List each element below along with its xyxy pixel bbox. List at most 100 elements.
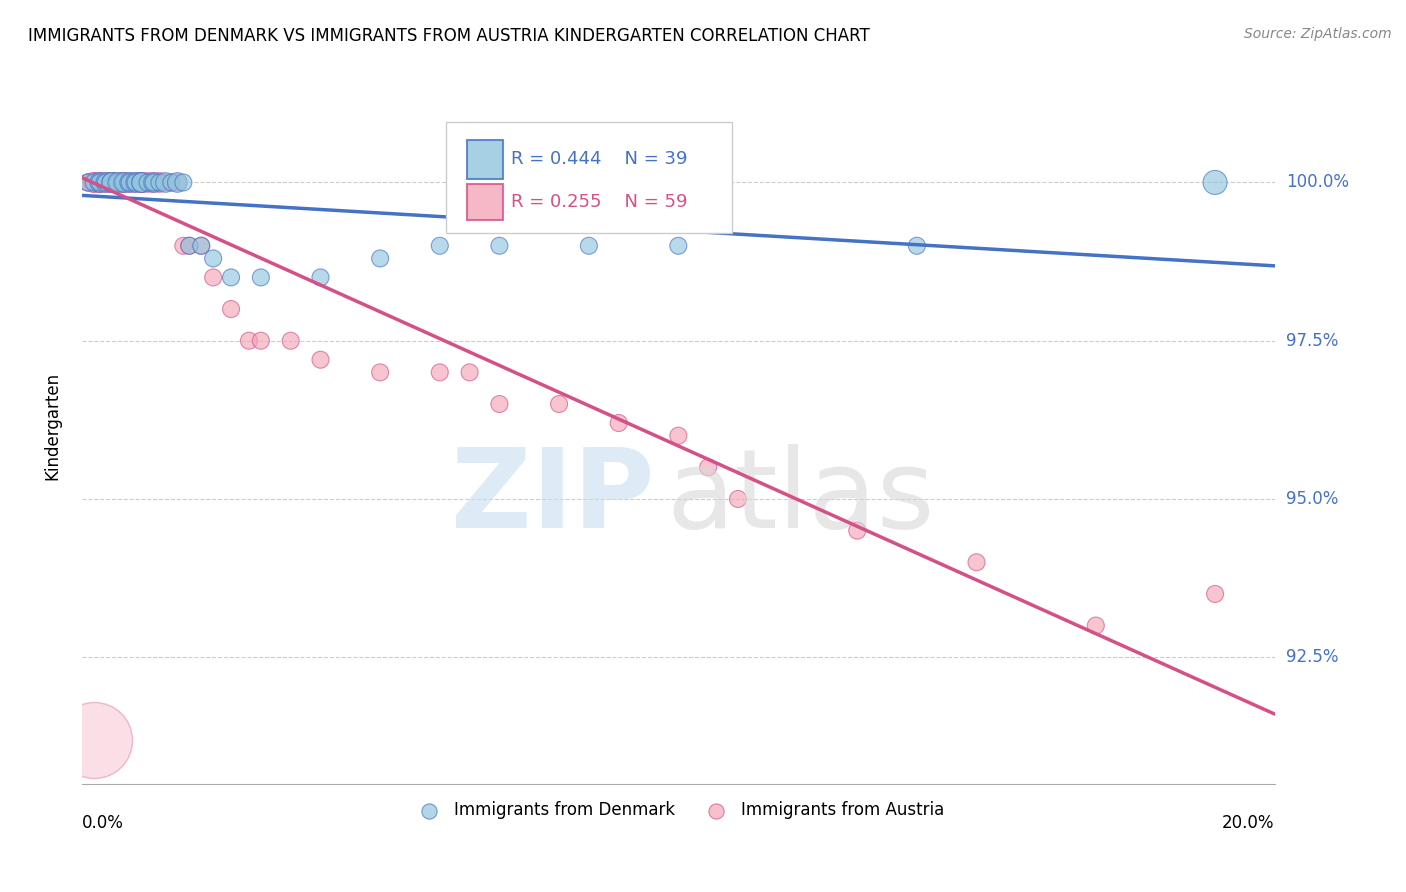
Point	[905, 239, 928, 253]
Point	[83, 176, 105, 190]
Point	[142, 176, 165, 190]
Point	[131, 176, 153, 190]
Point	[107, 176, 129, 190]
Legend: Immigrants from Denmark, Immigrants from Austria: Immigrants from Denmark, Immigrants from…	[405, 794, 952, 826]
Point	[727, 491, 749, 506]
Point	[607, 416, 630, 430]
Point	[118, 176, 141, 190]
Point	[77, 176, 100, 190]
Text: IMMIGRANTS FROM DENMARK VS IMMIGRANTS FROM AUSTRIA KINDERGARTEN CORRELATION CHAR: IMMIGRANTS FROM DENMARK VS IMMIGRANTS FR…	[28, 27, 870, 45]
Point	[238, 334, 260, 348]
Point	[1204, 587, 1226, 601]
Point	[77, 176, 100, 190]
Point	[148, 176, 170, 190]
Point	[94, 176, 117, 190]
Point	[83, 176, 105, 190]
Point	[219, 270, 242, 285]
Point	[488, 239, 510, 253]
Text: 100.0%: 100.0%	[1286, 173, 1348, 192]
Point	[89, 176, 111, 190]
Point	[124, 176, 146, 190]
Point	[148, 176, 170, 190]
Point	[131, 176, 153, 190]
Point	[124, 176, 146, 190]
Point	[107, 176, 129, 190]
Point	[100, 176, 122, 190]
Point	[118, 176, 141, 190]
FancyBboxPatch shape	[467, 140, 503, 179]
Point	[142, 176, 165, 190]
Text: R = 0.255    N = 59: R = 0.255 N = 59	[512, 194, 688, 211]
Point	[846, 524, 869, 538]
Point	[166, 176, 188, 190]
Point	[100, 176, 122, 190]
Point	[309, 270, 332, 285]
Point	[190, 239, 212, 253]
Point	[94, 176, 117, 190]
Point	[429, 365, 451, 379]
Point	[112, 176, 135, 190]
Text: 0.0%: 0.0%	[82, 814, 124, 832]
Text: Source: ZipAtlas.com: Source: ZipAtlas.com	[1244, 27, 1392, 41]
Point	[89, 176, 111, 190]
Point	[112, 176, 135, 190]
Point	[160, 176, 183, 190]
Point	[131, 176, 153, 190]
Point	[124, 176, 146, 190]
FancyBboxPatch shape	[467, 185, 503, 220]
Point	[458, 365, 481, 379]
Point	[1084, 618, 1107, 632]
Text: 95.0%: 95.0%	[1286, 490, 1339, 508]
Point	[83, 732, 105, 747]
Point	[94, 176, 117, 190]
Point	[107, 176, 129, 190]
FancyBboxPatch shape	[446, 122, 733, 233]
Point	[124, 176, 146, 190]
Point	[666, 428, 689, 442]
Point	[136, 176, 159, 190]
Text: ZIP: ZIP	[451, 444, 654, 551]
Point	[118, 176, 141, 190]
Point	[1204, 176, 1226, 190]
Point	[155, 176, 177, 190]
Point	[578, 239, 600, 253]
Point	[697, 460, 720, 475]
Point	[160, 176, 183, 190]
Point	[190, 239, 212, 253]
Point	[83, 176, 105, 190]
Point	[136, 176, 159, 190]
Point	[280, 334, 302, 348]
Point	[94, 176, 117, 190]
Point	[118, 176, 141, 190]
Point	[83, 176, 105, 190]
Point	[368, 252, 391, 266]
Text: 97.5%: 97.5%	[1286, 332, 1339, 350]
Point	[155, 176, 177, 190]
Point	[107, 176, 129, 190]
Point	[89, 176, 111, 190]
Point	[179, 239, 201, 253]
Point	[219, 301, 242, 316]
Point	[112, 176, 135, 190]
Y-axis label: Kindergarten: Kindergarten	[44, 372, 60, 480]
Point	[966, 555, 988, 569]
Point	[77, 176, 100, 190]
Text: 92.5%: 92.5%	[1286, 648, 1339, 666]
Text: R = 0.444    N = 39: R = 0.444 N = 39	[512, 150, 688, 168]
Point	[148, 176, 170, 190]
Point	[488, 397, 510, 411]
Point	[368, 365, 391, 379]
Point	[89, 176, 111, 190]
Point	[202, 252, 225, 266]
Point	[142, 176, 165, 190]
Point	[172, 239, 194, 253]
Point	[131, 176, 153, 190]
Point	[172, 176, 194, 190]
Point	[250, 270, 273, 285]
Point	[166, 176, 188, 190]
Text: 20.0%: 20.0%	[1222, 814, 1275, 832]
Text: atlas: atlas	[666, 444, 935, 551]
Point	[131, 176, 153, 190]
Point	[100, 176, 122, 190]
Point	[666, 239, 689, 253]
